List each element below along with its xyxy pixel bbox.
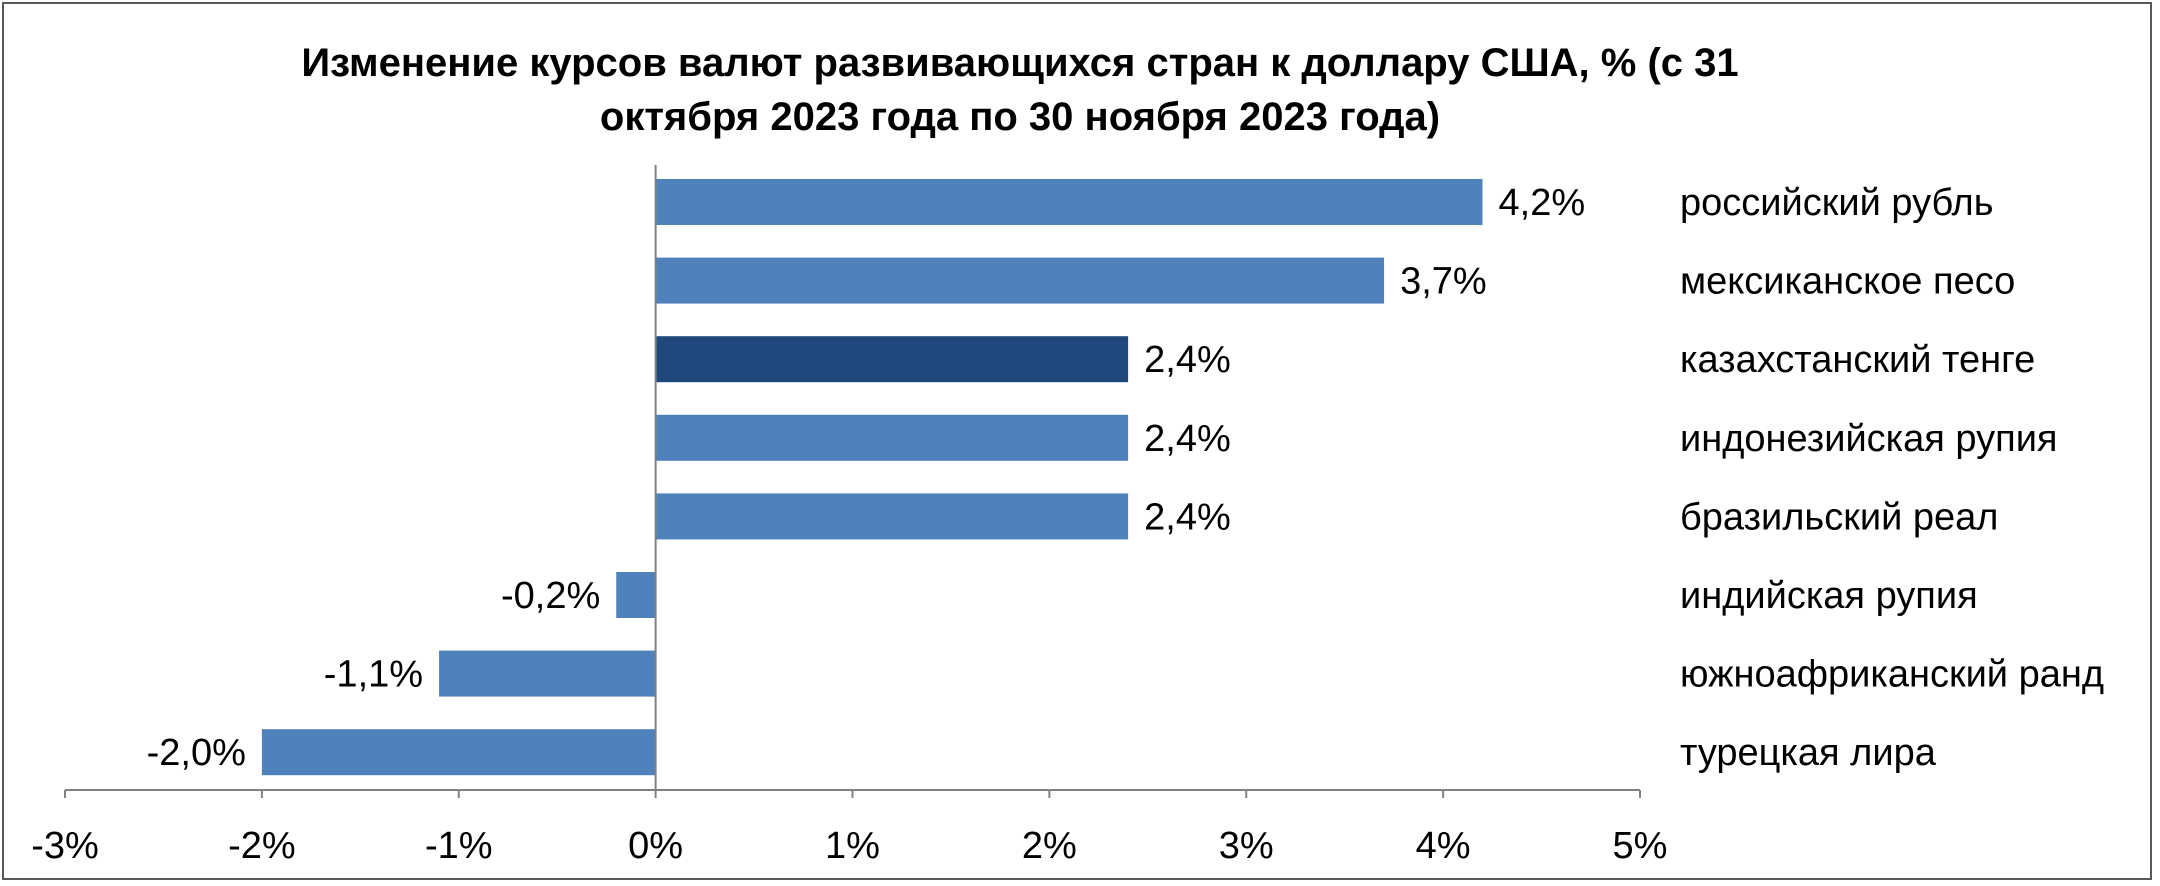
x-tick-label-3: 0%	[628, 825, 683, 867]
category-label-5: индийская рупия	[1680, 575, 1978, 617]
data-label-6: -1,1%	[324, 654, 423, 696]
bar-3	[655, 414, 1129, 461]
x-tick-label-6: 3%	[1219, 825, 1274, 867]
bar-2	[655, 336, 1129, 383]
data-label-4: 2,4%	[1144, 496, 1231, 538]
category-label-3: индонезийская рупия	[1680, 418, 2058, 460]
x-tick-label-5: 2%	[1022, 825, 1077, 867]
chart-title-line-2: октября 2023 года по 30 ноября 2023 года…	[600, 95, 1440, 139]
bar-4	[655, 493, 1129, 540]
chart-title-line-1: Изменение курсов валют развивающихся стр…	[301, 41, 1738, 85]
x-tick-label-8: 5%	[1613, 825, 1668, 867]
x-tick-label-4: 1%	[825, 825, 880, 867]
bar-1	[655, 257, 1385, 304]
data-label-5: -0,2%	[501, 575, 600, 617]
data-label-2: 2,4%	[1144, 339, 1231, 381]
bar-0	[655, 179, 1483, 225]
category-label-2: казахстанский тенге	[1680, 339, 2035, 381]
category-label-6: южноафриканский ранд	[1680, 654, 2104, 696]
bars-group: 4,2% российский рубль 3,7% мексиканское пес…	[147, 179, 2104, 776]
data-label-3: 2,4%	[1144, 418, 1231, 460]
bar-7	[261, 729, 656, 776]
bar-5	[616, 572, 656, 618]
x-tick-label-7: 4%	[1416, 825, 1471, 867]
category-label-1: мексиканское песо	[1680, 261, 2015, 303]
category-label-7: турецкая лира	[1680, 732, 1937, 774]
data-label-1: 3,7%	[1400, 261, 1487, 303]
category-label-0: российский рубль	[1680, 182, 1994, 224]
data-label-0: 4,2%	[1499, 182, 1586, 224]
bar-6	[439, 650, 656, 697]
x-tick-label-0: -3%	[31, 825, 99, 867]
x-tick-label-2: -1%	[425, 825, 493, 867]
category-label-4: бразильский реал	[1680, 496, 1998, 538]
x-tick-label-1: -2%	[228, 825, 296, 867]
data-label-7: -2,0%	[147, 732, 246, 774]
x-axis: -3% -2% -1% 0% 1% 2% 3% 4% 5%	[31, 165, 1667, 867]
